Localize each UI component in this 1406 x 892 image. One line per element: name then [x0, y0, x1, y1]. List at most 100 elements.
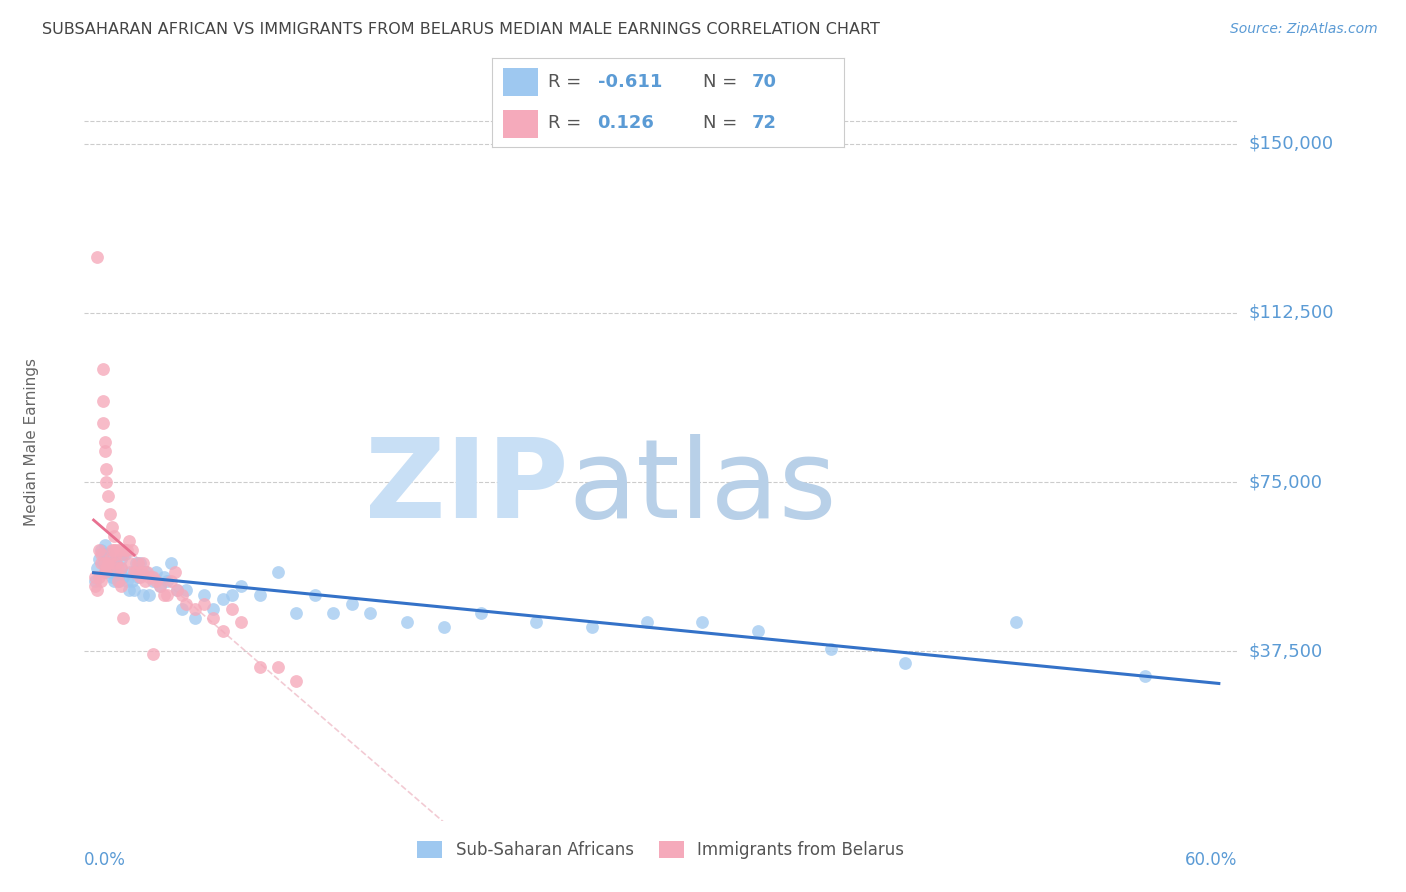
Point — [202, 601, 225, 615]
Point — [202, 610, 225, 624]
Point — [267, 566, 290, 580]
Point — [184, 601, 207, 615]
Point — [1005, 615, 1028, 629]
Point — [692, 615, 714, 629]
Text: $112,500: $112,500 — [1249, 304, 1334, 322]
Point — [101, 561, 124, 575]
Point — [138, 570, 160, 584]
Text: Source: ZipAtlas.com: Source: ZipAtlas.com — [1230, 22, 1378, 37]
Point — [96, 561, 118, 575]
Point — [112, 610, 135, 624]
Point — [160, 557, 183, 571]
Point — [104, 566, 127, 580]
Point — [117, 583, 139, 598]
Point — [636, 615, 658, 629]
Text: $75,000: $75,000 — [1249, 473, 1323, 491]
Text: 60.0%: 60.0% — [1185, 851, 1237, 869]
Point — [131, 566, 153, 580]
Point — [128, 570, 150, 584]
Point — [91, 362, 114, 376]
Point — [104, 557, 127, 571]
Point — [285, 606, 308, 620]
Point — [231, 579, 253, 593]
Point — [93, 566, 115, 580]
Point — [249, 588, 271, 602]
Point — [166, 583, 188, 598]
Point — [93, 557, 115, 571]
Point — [581, 619, 603, 633]
Point — [93, 443, 115, 458]
Point — [193, 588, 215, 602]
Text: R =: R = — [548, 114, 588, 132]
Point — [142, 647, 165, 661]
Point — [396, 615, 419, 629]
Point — [120, 557, 142, 571]
Point — [101, 542, 124, 557]
Point — [91, 393, 114, 408]
Point — [211, 624, 233, 639]
Point — [122, 583, 145, 598]
Point — [90, 547, 112, 561]
Point — [90, 574, 112, 589]
Point — [142, 574, 165, 589]
Point — [149, 579, 172, 593]
Text: atlas: atlas — [568, 434, 837, 541]
Point — [112, 547, 135, 561]
Point — [97, 557, 120, 571]
Point — [433, 619, 456, 633]
Text: ZIP: ZIP — [366, 434, 568, 541]
Point — [108, 574, 131, 589]
Point — [1133, 669, 1156, 683]
Point — [115, 574, 138, 589]
Point — [174, 597, 197, 611]
Point — [114, 542, 136, 557]
Point — [145, 566, 167, 580]
Text: R =: R = — [548, 73, 588, 91]
Point — [184, 610, 207, 624]
Point — [104, 557, 127, 571]
Point — [84, 570, 107, 584]
Point — [174, 583, 197, 598]
Point — [104, 547, 127, 561]
Point — [134, 566, 156, 580]
Point — [125, 557, 148, 571]
Point — [134, 574, 156, 589]
Point — [98, 552, 121, 566]
Point — [98, 507, 121, 521]
Point — [87, 552, 110, 566]
Point — [132, 588, 155, 602]
Point — [156, 588, 179, 602]
Point — [267, 660, 290, 674]
Point — [138, 588, 160, 602]
Point — [97, 489, 120, 503]
Point — [90, 557, 112, 571]
Point — [93, 434, 115, 449]
Point — [145, 574, 167, 589]
Point — [193, 597, 215, 611]
Point — [125, 566, 148, 580]
Point — [107, 574, 129, 589]
Text: N =: N = — [703, 73, 742, 91]
Point — [96, 475, 118, 490]
Point — [110, 552, 132, 566]
Point — [322, 606, 344, 620]
Text: 72: 72 — [752, 114, 778, 132]
Point — [87, 570, 110, 584]
Point — [98, 557, 121, 571]
Point — [91, 417, 114, 431]
Point — [117, 533, 139, 548]
Point — [97, 557, 120, 571]
Point — [110, 561, 132, 575]
Point — [112, 570, 135, 584]
Point — [114, 547, 136, 561]
Point — [104, 542, 127, 557]
Point — [96, 561, 118, 575]
Point — [747, 624, 769, 639]
Point — [894, 656, 917, 670]
Text: 0.0%: 0.0% — [84, 851, 127, 869]
Point — [103, 542, 125, 557]
Point — [820, 642, 842, 657]
Point — [211, 592, 233, 607]
Point — [101, 520, 124, 534]
Point — [87, 542, 110, 557]
